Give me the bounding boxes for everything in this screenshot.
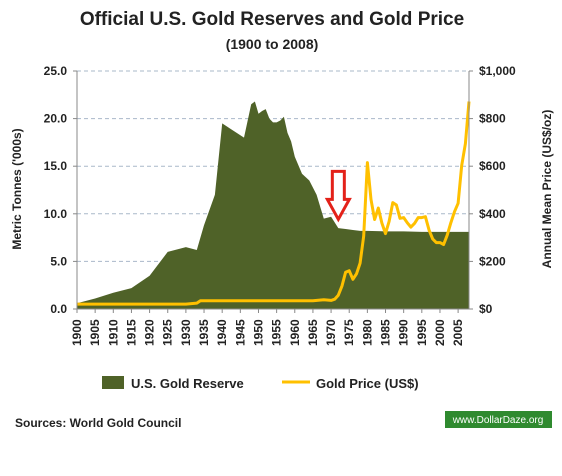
x-tick-label: 1990 [397, 319, 411, 346]
y-axis-right-label: Annual Mean Price (US$/oz) [540, 110, 554, 269]
x-tick-label: 1940 [215, 319, 229, 346]
reserve-area-layer [77, 101, 469, 309]
legend-swatch-reserve [102, 376, 124, 389]
price-line-layer [77, 101, 471, 306]
y-right-tick-label: $800 [479, 112, 506, 126]
y-left-tick-label: 25.0 [44, 64, 68, 78]
x-tick-label: 1980 [360, 319, 374, 346]
x-tick-label: 1960 [288, 319, 302, 346]
x-tick-label: 1900 [70, 319, 84, 346]
x-tick-label: 1915 [124, 319, 138, 346]
x-tick-label: 1975 [342, 319, 356, 346]
legend-label-reserve: U.S. Gold Reserve [131, 376, 244, 391]
chart-subtitle: (1900 to 2008) [226, 36, 319, 52]
watermark-badge [445, 411, 552, 428]
x-tick-label: 1950 [251, 319, 265, 346]
y-left-tick-label: 15.0 [44, 159, 68, 173]
x-tick-label: 2005 [451, 319, 465, 346]
y-right-tick-label: $400 [479, 207, 506, 221]
y-axis-left-label: Metric Tonnes ('000s) [10, 128, 24, 249]
x-tick-label: 1955 [270, 319, 284, 346]
x-tick-label: 1970 [324, 319, 338, 346]
x-tick-label: 1985 [379, 319, 393, 346]
legend: U.S. Gold Reserve Gold Price (US$) [102, 376, 419, 391]
axes: 0.0 5.0 10.0 15.0 20.0 25.0 $0 $200 $400 $600 $800… [44, 64, 516, 346]
y-left-tick-label: 5.0 [50, 254, 67, 268]
x-tick-label: 1930 [179, 319, 193, 346]
x-tick-label: 1935 [197, 319, 211, 346]
y-left-tick-label: 10.0 [44, 207, 68, 221]
source-note: Sources: World Gold Council [15, 416, 181, 430]
y-left-tick-label: 20.0 [44, 112, 68, 126]
series-area-gold-reserve [77, 101, 469, 309]
y-right-tick-label: $0 [479, 302, 493, 316]
down-arrow-annotation [324, 169, 352, 223]
y-left-tick-label: 0.0 [50, 302, 67, 316]
watermark: www.DollarDaze.org [445, 411, 552, 428]
x-tick-label: 1910 [106, 319, 120, 346]
chart-title: Official U.S. Gold Reserves and Gold Pri… [80, 9, 464, 30]
x-tick-label: 2000 [433, 319, 447, 346]
x-tick-label: 1965 [306, 319, 320, 346]
legend-label-price: Gold Price (US$) [316, 376, 419, 391]
annotation-layer [324, 169, 352, 223]
watermark-text: www.DollarDaze.org [452, 415, 544, 426]
x-tick-label: 1945 [233, 319, 247, 346]
y-right-tick-label: $600 [479, 159, 506, 173]
x-tick-label: 1995 [415, 319, 429, 346]
y-right-tick-label: $200 [479, 254, 506, 268]
x-tick-label: 1920 [143, 319, 157, 346]
x-tick-label: 1925 [161, 319, 175, 346]
y-right-tick-label: $1,000 [479, 64, 516, 78]
series-line-gold-price [77, 101, 471, 306]
x-tick-label: 1905 [88, 319, 102, 346]
